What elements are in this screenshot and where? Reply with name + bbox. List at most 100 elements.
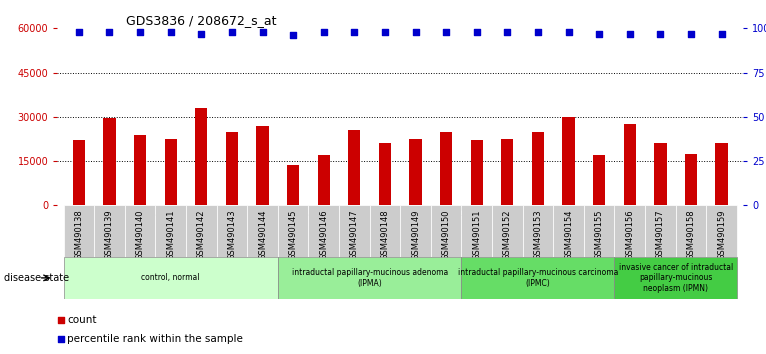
- Point: [287, 33, 300, 38]
- Point: [73, 29, 85, 35]
- Point: [257, 29, 269, 35]
- Point: [470, 29, 483, 35]
- Text: GSM490158: GSM490158: [686, 210, 696, 260]
- Text: GSM490156: GSM490156: [625, 210, 634, 260]
- FancyBboxPatch shape: [522, 205, 553, 257]
- Bar: [624, 124, 636, 205]
- Point: [685, 31, 697, 36]
- FancyBboxPatch shape: [186, 205, 217, 257]
- Text: disease state: disease state: [4, 273, 69, 283]
- FancyBboxPatch shape: [278, 257, 461, 299]
- Point: [532, 29, 544, 35]
- Text: GSM490138: GSM490138: [74, 210, 83, 260]
- FancyBboxPatch shape: [553, 205, 584, 257]
- Bar: [440, 132, 452, 205]
- FancyBboxPatch shape: [94, 205, 125, 257]
- Point: [501, 29, 513, 35]
- FancyBboxPatch shape: [370, 205, 400, 257]
- Text: GSM490154: GSM490154: [564, 210, 573, 260]
- Text: intraductal papillary-mucinous carcinoma
(IPMC): intraductal papillary-mucinous carcinoma…: [458, 268, 618, 287]
- Bar: [257, 126, 269, 205]
- Bar: [287, 166, 300, 205]
- Point: [165, 29, 177, 35]
- FancyBboxPatch shape: [614, 205, 645, 257]
- Bar: [501, 139, 513, 205]
- Bar: [593, 155, 605, 205]
- Point: [562, 29, 574, 35]
- FancyBboxPatch shape: [676, 205, 706, 257]
- Point: [103, 29, 116, 35]
- FancyBboxPatch shape: [278, 205, 309, 257]
- Bar: [715, 143, 728, 205]
- Bar: [318, 155, 330, 205]
- FancyBboxPatch shape: [492, 205, 522, 257]
- Point: [226, 29, 238, 35]
- Text: count: count: [67, 315, 97, 325]
- Bar: [73, 141, 85, 205]
- Bar: [226, 132, 238, 205]
- Bar: [195, 108, 208, 205]
- FancyBboxPatch shape: [400, 205, 430, 257]
- FancyBboxPatch shape: [584, 205, 614, 257]
- Text: GSM490143: GSM490143: [228, 210, 237, 260]
- Point: [55, 336, 67, 341]
- Text: GSM490155: GSM490155: [594, 210, 604, 260]
- FancyBboxPatch shape: [155, 205, 186, 257]
- Point: [318, 29, 330, 35]
- Bar: [349, 130, 361, 205]
- Point: [379, 29, 391, 35]
- Text: GSM490152: GSM490152: [502, 210, 512, 260]
- Text: control, normal: control, normal: [142, 273, 200, 282]
- Bar: [409, 139, 421, 205]
- Text: GSM490141: GSM490141: [166, 210, 175, 260]
- FancyBboxPatch shape: [217, 205, 247, 257]
- Bar: [562, 117, 574, 205]
- FancyBboxPatch shape: [64, 205, 94, 257]
- Point: [349, 29, 361, 35]
- FancyBboxPatch shape: [125, 205, 155, 257]
- Text: GSM490144: GSM490144: [258, 210, 267, 260]
- Bar: [470, 141, 483, 205]
- Point: [715, 31, 728, 36]
- Text: invasive cancer of intraductal
papillary-mucinous
neoplasm (IPMN): invasive cancer of intraductal papillary…: [619, 263, 733, 293]
- Bar: [379, 143, 391, 205]
- Text: intraductal papillary-mucinous adenoma
(IPMA): intraductal papillary-mucinous adenoma (…: [292, 268, 448, 287]
- Text: GSM490149: GSM490149: [411, 210, 420, 260]
- FancyBboxPatch shape: [430, 205, 461, 257]
- Text: GSM490157: GSM490157: [656, 210, 665, 260]
- FancyBboxPatch shape: [309, 205, 339, 257]
- Text: percentile rank within the sample: percentile rank within the sample: [67, 333, 243, 344]
- Point: [55, 317, 67, 323]
- Bar: [165, 139, 177, 205]
- Text: GSM490159: GSM490159: [717, 210, 726, 260]
- Text: GSM490142: GSM490142: [197, 210, 206, 260]
- Text: GSM490140: GSM490140: [136, 210, 145, 260]
- Bar: [654, 143, 666, 205]
- Point: [593, 31, 605, 36]
- FancyBboxPatch shape: [706, 205, 737, 257]
- Point: [195, 31, 208, 36]
- Text: GSM490151: GSM490151: [473, 210, 481, 260]
- Text: GSM490146: GSM490146: [319, 210, 328, 260]
- FancyBboxPatch shape: [339, 205, 370, 257]
- Text: GSM490145: GSM490145: [289, 210, 298, 260]
- Point: [440, 29, 452, 35]
- Point: [624, 31, 636, 36]
- Bar: [685, 154, 697, 205]
- FancyBboxPatch shape: [461, 257, 614, 299]
- Point: [409, 29, 421, 35]
- Bar: [532, 132, 544, 205]
- Point: [134, 29, 146, 35]
- FancyBboxPatch shape: [64, 257, 278, 299]
- Text: GDS3836 / 208672_s_at: GDS3836 / 208672_s_at: [126, 14, 277, 27]
- FancyBboxPatch shape: [247, 205, 278, 257]
- Text: GSM490153: GSM490153: [533, 210, 542, 260]
- FancyBboxPatch shape: [461, 205, 492, 257]
- FancyBboxPatch shape: [645, 205, 676, 257]
- Text: GSM490139: GSM490139: [105, 210, 114, 260]
- Bar: [134, 135, 146, 205]
- Text: GSM490150: GSM490150: [442, 210, 450, 260]
- Point: [654, 31, 666, 36]
- Text: GSM490148: GSM490148: [381, 210, 389, 260]
- FancyBboxPatch shape: [614, 257, 737, 299]
